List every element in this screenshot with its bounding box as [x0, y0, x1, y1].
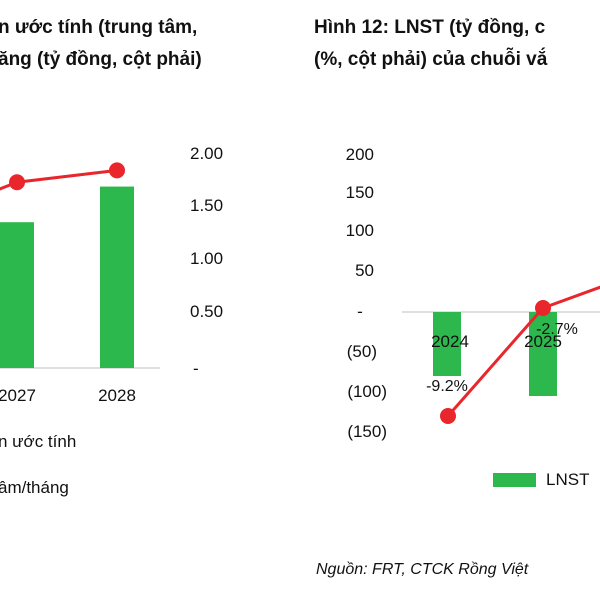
right-data-label-2025: -2.7%: [536, 321, 578, 338]
left-chart-title-line-2: ăng (tỷ đồng, cột phải): [0, 49, 202, 70]
right-left-axis-tick-zero: -: [357, 302, 363, 321]
right-line-point-2024: [440, 408, 456, 424]
right-left-axis-tick-50: 50: [355, 261, 374, 280]
left-right-axis-tick-1-00: 1.00: [190, 249, 223, 268]
right-left-axis-tick-200: 200: [346, 145, 374, 164]
left-x-tick-2028: 2028: [98, 386, 136, 405]
left-right-axis-tick-1-50: 1.50: [190, 196, 223, 215]
right-legend-swatch-lnst: [493, 473, 536, 487]
left-line-point-2028: [109, 162, 125, 179]
right-left-axis-tick-150: 150: [346, 183, 374, 202]
right-x-tick-2024: 2024: [431, 332, 469, 351]
left-right-axis-tick-0-50: 0.50: [190, 302, 223, 321]
left-bar-2027: [0, 222, 34, 368]
right-left-axis-tick-neg-100: (100): [347, 382, 387, 401]
right-x-tick-2025: 2025: [524, 332, 562, 351]
left-legend-line-label: âm/tháng: [0, 478, 69, 497]
right-chart-title-line-2: (%, cột phải) của chuỗi vắ: [314, 49, 548, 70]
right-chart: 2024 2025 -9.2% -2.7% 200 150 100 50 - (…: [346, 145, 600, 487]
right-left-axis-tick-neg-50: (50): [347, 342, 377, 361]
left-line-point-2027: [9, 174, 25, 191]
right-data-label-2024: -9.2%: [426, 378, 468, 395]
right-chart-title-line-1: Hình 12: LNST (tỷ đồng, c: [314, 17, 546, 38]
right-line-point-2025: [535, 300, 551, 316]
right-bar-2025: [529, 312, 557, 396]
left-right-axis-tick-zero: -: [193, 359, 199, 378]
left-x-tick-2027: 2027: [0, 386, 36, 405]
right-legend-lnst-label: LNST: [546, 470, 590, 489]
left-bar-2028: [100, 186, 134, 368]
left-chart-title-line-1: n ước tính (trung tâm,: [0, 17, 198, 38]
right-bar-2024: [433, 312, 461, 376]
left-chart: 2027 2028 2.00 1.50 1.00 0.50 -: [0, 144, 223, 405]
left-right-axis-tick-2-00: 2.00: [190, 144, 223, 163]
right-left-axis-tick-neg-150: (150): [347, 422, 387, 441]
left-legend-bar-label: n ước tính: [0, 432, 77, 451]
right-left-axis-tick-100: 100: [346, 221, 374, 240]
source-note: Nguồn: FRT, CTCK Rồng Việt: [316, 561, 529, 578]
